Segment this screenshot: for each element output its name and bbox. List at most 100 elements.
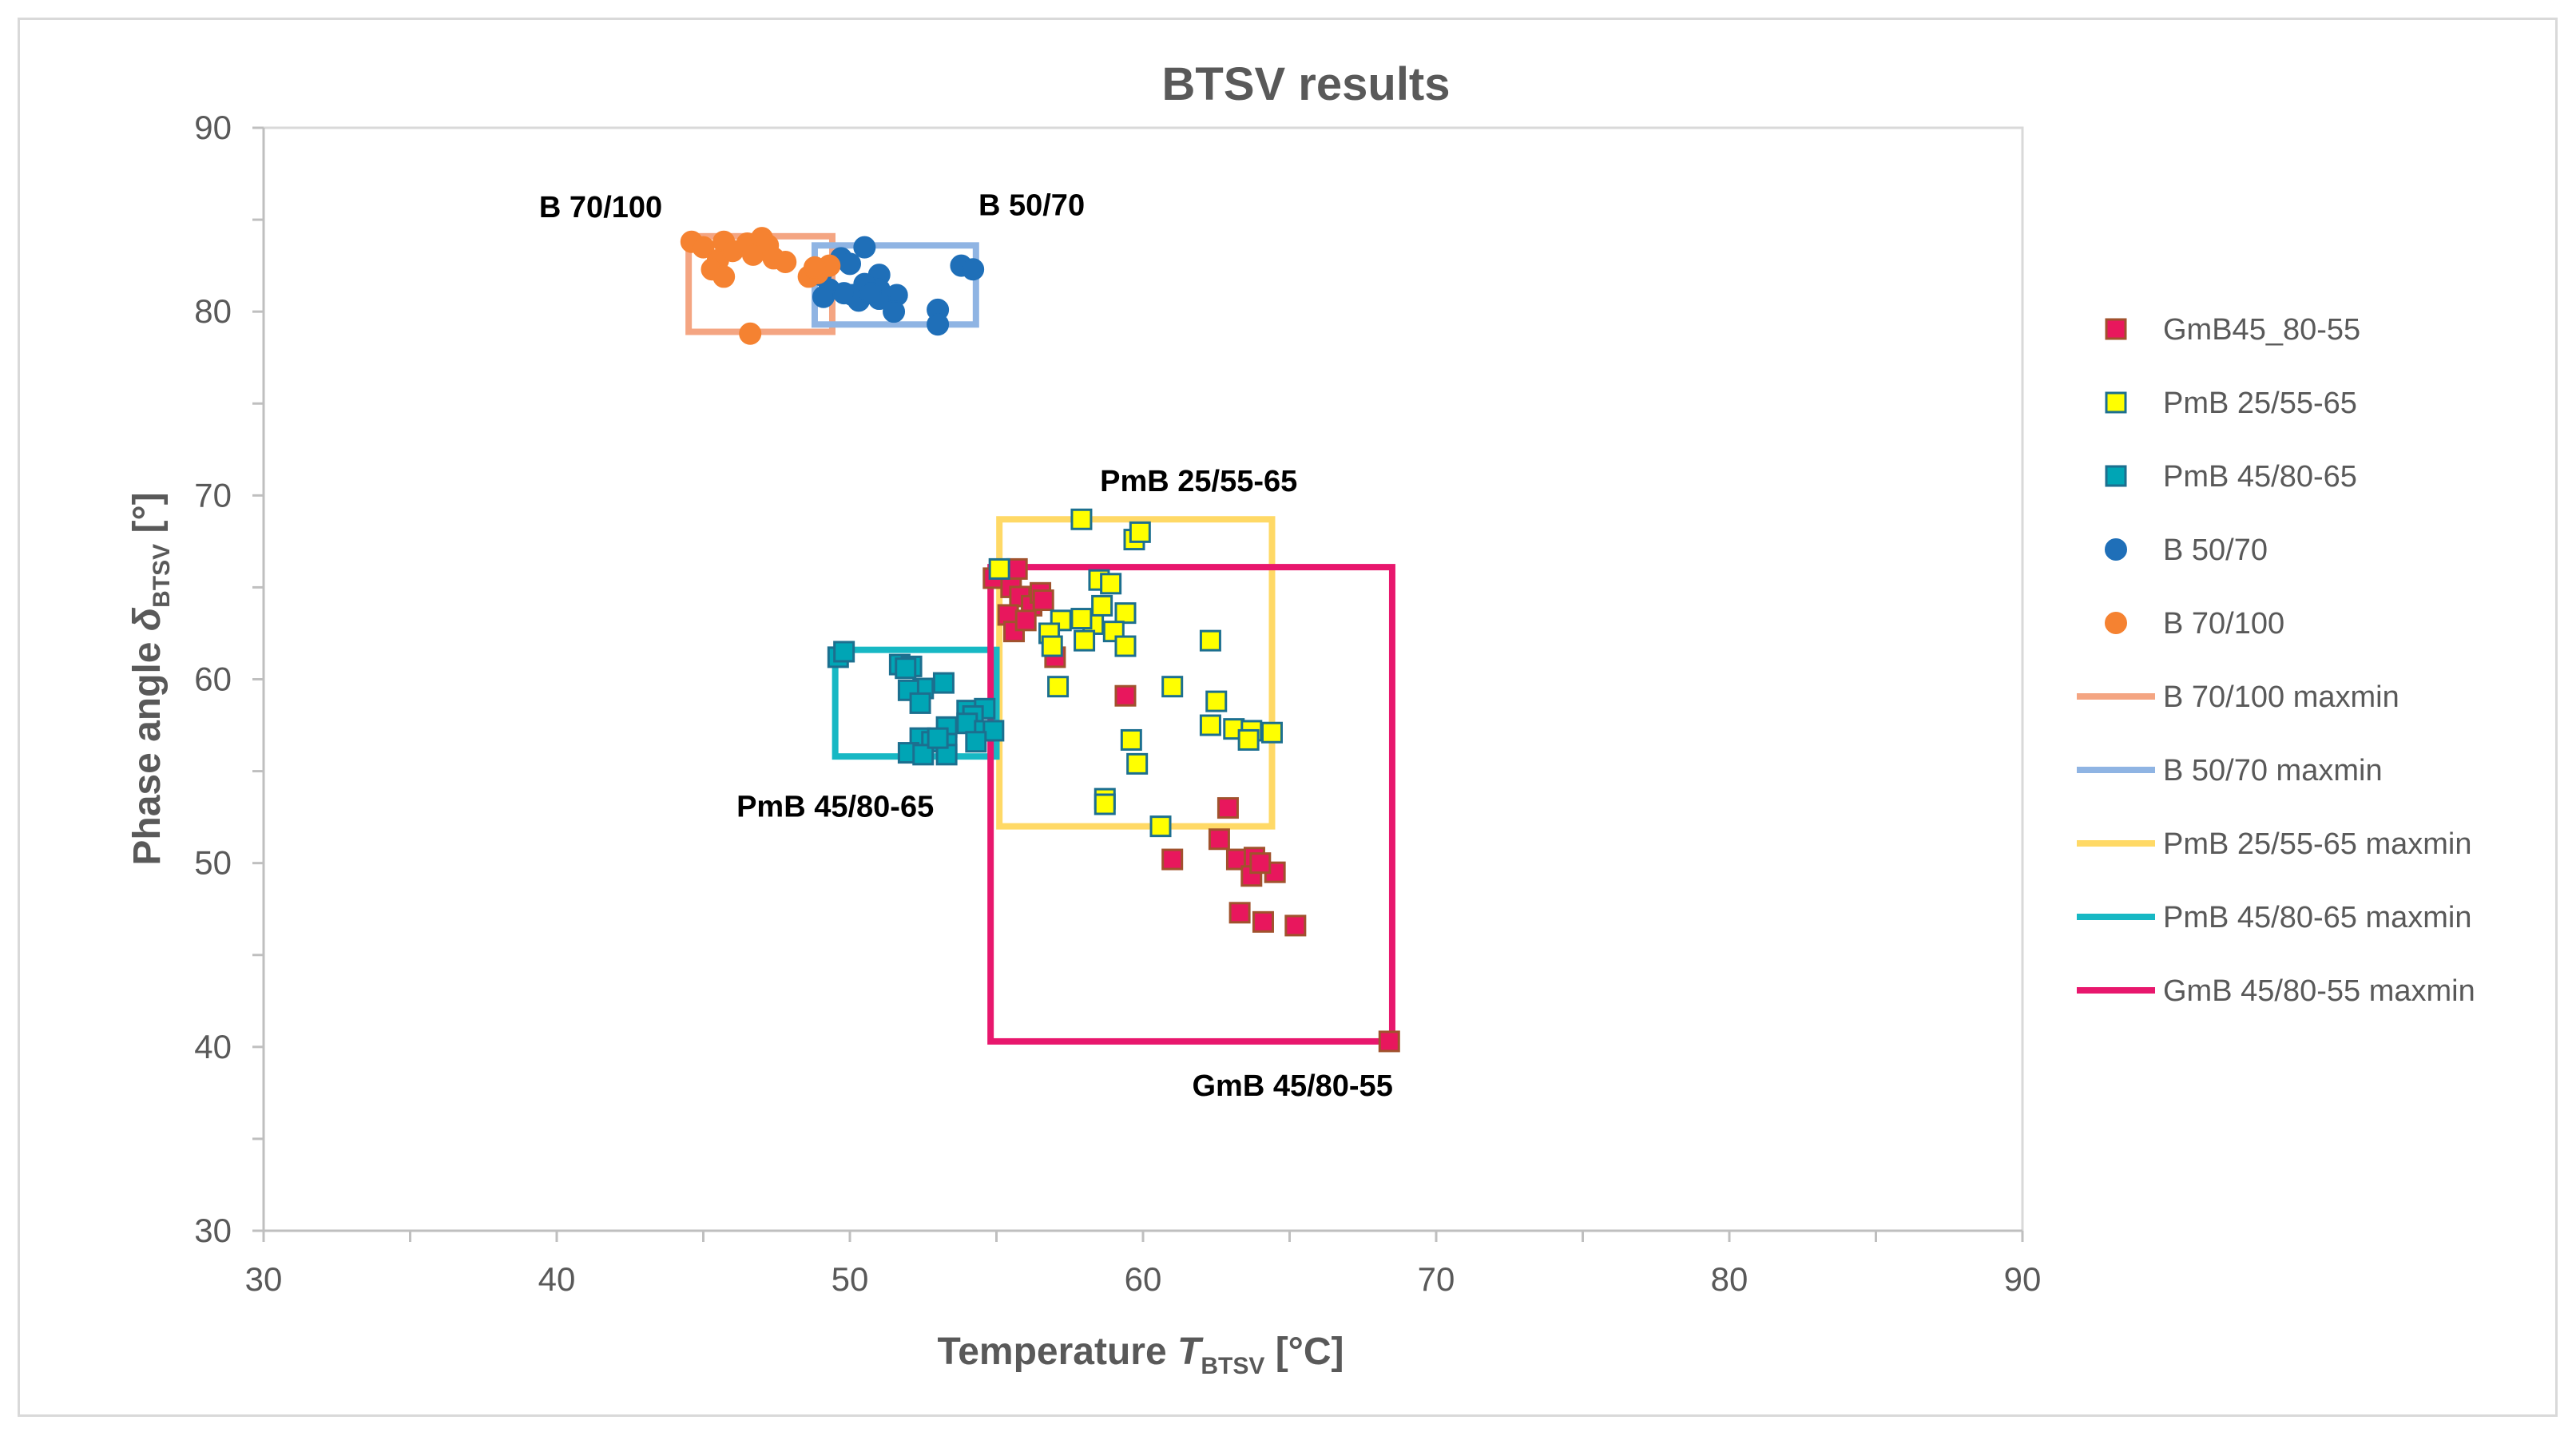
data-point [1014,609,1037,632]
x-axis-title-var: T [1177,1331,1204,1373]
data-point [1070,508,1093,530]
data-point [1161,676,1184,698]
legend-marker [2105,538,2127,561]
data-point [853,236,876,259]
maxmin-box [987,564,1395,1045]
legend-label: PmB 45/80-65 maxmin [2163,901,2472,934]
legend-label: PmB 45/80-65 [2163,460,2357,494]
y-axis-title-suffix: [°] [126,492,169,544]
legend-label: PmB 25/55-65 maxmin [2163,827,2472,861]
x-axis-title-sub: BTSV [1201,1353,1264,1379]
x-tick-label: 50 [832,1260,869,1298]
data-point [1260,721,1283,744]
data-point [1120,728,1142,751]
x-axis-title-suffix: [°C] [1264,1331,1344,1373]
data-point [741,243,764,266]
data-point [1126,752,1149,775]
series-annotation: PmB 45/80-65 [736,790,934,823]
data-point [927,727,949,749]
legend-label: GmB45_80-55 [2163,313,2360,347]
data-point [982,720,1005,742]
y-axis-title: Phase angle δBTSV [°] [126,492,175,865]
data-point [1217,797,1239,819]
data-point [1114,684,1137,707]
data-point [1100,573,1122,595]
data-point [1205,690,1228,712]
chart-frame [18,18,2558,1417]
x-tick-label: 30 [245,1260,283,1298]
data-point [1208,828,1230,851]
legend-label: B 50/70 [2163,534,2268,567]
y-tick-label: 40 [194,1028,232,1065]
legend-marker [2105,318,2127,340]
data-point [1199,629,1221,652]
data-point [927,313,950,336]
data-point [1047,676,1070,698]
data-point [1102,621,1125,643]
legend-marker [2105,612,2127,634]
data-point [721,240,744,263]
legend-label: B 70/100 [2163,607,2284,641]
legend-marker [2105,465,2127,487]
data-point [1074,629,1096,652]
y-tick-label: 80 [194,292,232,330]
data-point [774,251,797,274]
data-point [1032,589,1054,612]
data-point [1228,902,1251,924]
legend-label: B 50/70 maxmin [2163,754,2383,787]
data-point [712,265,736,288]
data-point [833,641,855,663]
data-point [1041,635,1063,657]
data-point [1114,635,1137,657]
data-point [1249,852,1272,875]
data-point [988,557,1010,580]
y-tick-label: 70 [194,476,232,514]
x-tick-label: 80 [1711,1260,1748,1298]
data-point [1006,557,1028,580]
series-annotations: B 70/100 B 50/70 PmB 25/55-65 PmB 45/80-65 G… [539,189,1393,1103]
data-point [895,657,917,680]
data-point [1094,793,1116,815]
data-point [965,731,987,753]
legend: GmB45_80-55 PmB 25/55-65 PmB 45/80-65 B 50/… [2077,313,2475,1008]
data-point [1129,521,1151,543]
data-point [812,285,835,308]
plot-area-border [262,126,2024,1232]
data-point [956,712,978,735]
plot-axes [252,126,2024,1242]
x-axis-title-prefix: Temperature [937,1331,1177,1373]
data-point [692,236,715,259]
data-point [1252,910,1274,933]
data-point [1161,848,1184,871]
data-point [1091,594,1113,617]
data-point [909,692,931,714]
data-point [1199,714,1221,736]
data-point [932,672,955,694]
y-tick-label: 90 [194,109,232,146]
data-point [832,282,855,305]
x-tick-label: 60 [1125,1260,1162,1298]
data-point [803,256,826,279]
data-point [1284,914,1307,937]
data-point [962,258,985,281]
series-annotation: B 70/100 [539,191,662,224]
y-axis-title-prefix: Phase angle [126,631,169,865]
series-annotation: B 50/70 [978,189,1085,223]
data-point [1114,602,1137,625]
data-point [1070,608,1093,630]
data-point [739,322,762,345]
y-tick-labels: 30 40 50 60 70 80 90 [194,109,232,1249]
legend-label: B 70/100 maxmin [2163,680,2399,714]
data-point [1378,1030,1400,1053]
y-tick-label: 50 [194,844,232,882]
data-point [859,282,882,305]
data-point [1149,815,1172,838]
series-annotation: GmB 45/80-55 [1192,1069,1392,1103]
legend-label: GmB 45/80-55 maxmin [2163,974,2475,1008]
data-point [1237,728,1260,751]
x-tick-labels: 30 40 50 60 70 80 90 [245,1260,2042,1298]
x-tick-label: 40 [538,1260,576,1298]
data-point [883,300,906,323]
y-axis-title-sub: BTSV [149,544,175,608]
